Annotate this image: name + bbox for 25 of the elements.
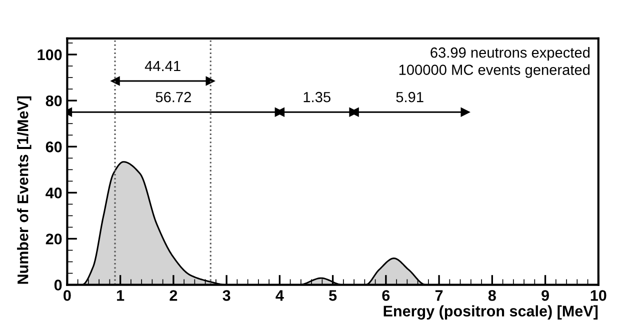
x-tick-label: 4 — [276, 290, 284, 301]
annotation: 63.99 neutrons expected — [430, 47, 590, 61]
y-tick-label: 80 — [46, 95, 62, 106]
x-tick-label: 1 — [117, 290, 124, 301]
y-tick-label: 40 — [46, 188, 62, 198]
x-tick-label: 2 — [170, 290, 178, 301]
y-tick-label: 20 — [46, 234, 62, 244]
annotation: 56.72 — [156, 92, 191, 102]
annotation: 5.91 — [396, 92, 424, 102]
x-tick-label: 5 — [329, 290, 337, 301]
y-axis-title: Number of Events [1/MeV] — [17, 96, 32, 284]
x-tick-label: 7 — [435, 290, 443, 301]
y-tick-label: 60 — [46, 142, 62, 152]
annotation: 1.35 — [304, 92, 330, 102]
x-tick-label: 8 — [488, 290, 496, 301]
x-tick-label: 10 — [590, 290, 606, 301]
x-axis-title: Energy (positron scale) [MeV] — [384, 305, 598, 320]
annotation: 44.41 — [144, 61, 180, 72]
x-tick-label: 6 — [382, 290, 390, 301]
annotation: 100000 MC events generated — [399, 64, 590, 78]
x-tick-label: 3 — [222, 290, 230, 301]
y-tick-label: 100 — [38, 49, 62, 60]
x-tick-label: 0 — [64, 290, 71, 301]
x-tick-label: 9 — [542, 290, 549, 301]
y-tick-label: 0 — [54, 280, 62, 290]
